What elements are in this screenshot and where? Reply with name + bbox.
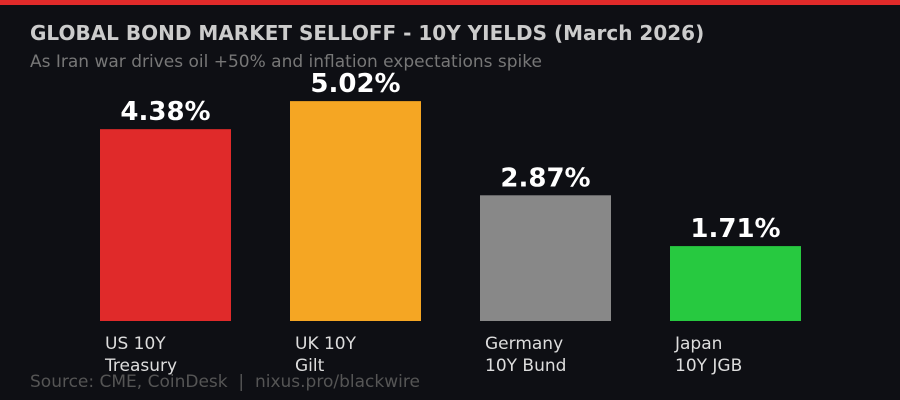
value-label: 2.87% bbox=[500, 163, 590, 193]
x-tick-label: 10Y JGB bbox=[675, 356, 742, 376]
chart-subtitle: As Iran war drives oil +50% and inflatio… bbox=[30, 52, 542, 72]
x-tick-label: Germany bbox=[485, 334, 563, 354]
top-accent bbox=[0, 0, 900, 5]
value-label: 1.71% bbox=[690, 214, 780, 244]
bar bbox=[670, 246, 801, 321]
x-tick-label: Gilt bbox=[295, 356, 325, 376]
value-label: 4.38% bbox=[120, 97, 210, 127]
bar bbox=[290, 101, 421, 322]
bar bbox=[100, 129, 231, 321]
x-tick-label: UK 10Y bbox=[295, 334, 357, 354]
chart-title: GLOBAL BOND MARKET SELLOFF - 10Y YIELDS … bbox=[30, 21, 704, 45]
value-label: 5.02% bbox=[310, 69, 400, 99]
x-tick-label: Treasury bbox=[104, 356, 177, 376]
source-note: Source: CME, CoinDesk | nixus.pro/blackw… bbox=[30, 372, 420, 392]
x-tick-label: 10Y Bund bbox=[485, 356, 566, 376]
x-tick-label: Japan bbox=[674, 334, 722, 354]
bar bbox=[480, 195, 611, 321]
x-tick-label: US 10Y bbox=[105, 334, 166, 354]
